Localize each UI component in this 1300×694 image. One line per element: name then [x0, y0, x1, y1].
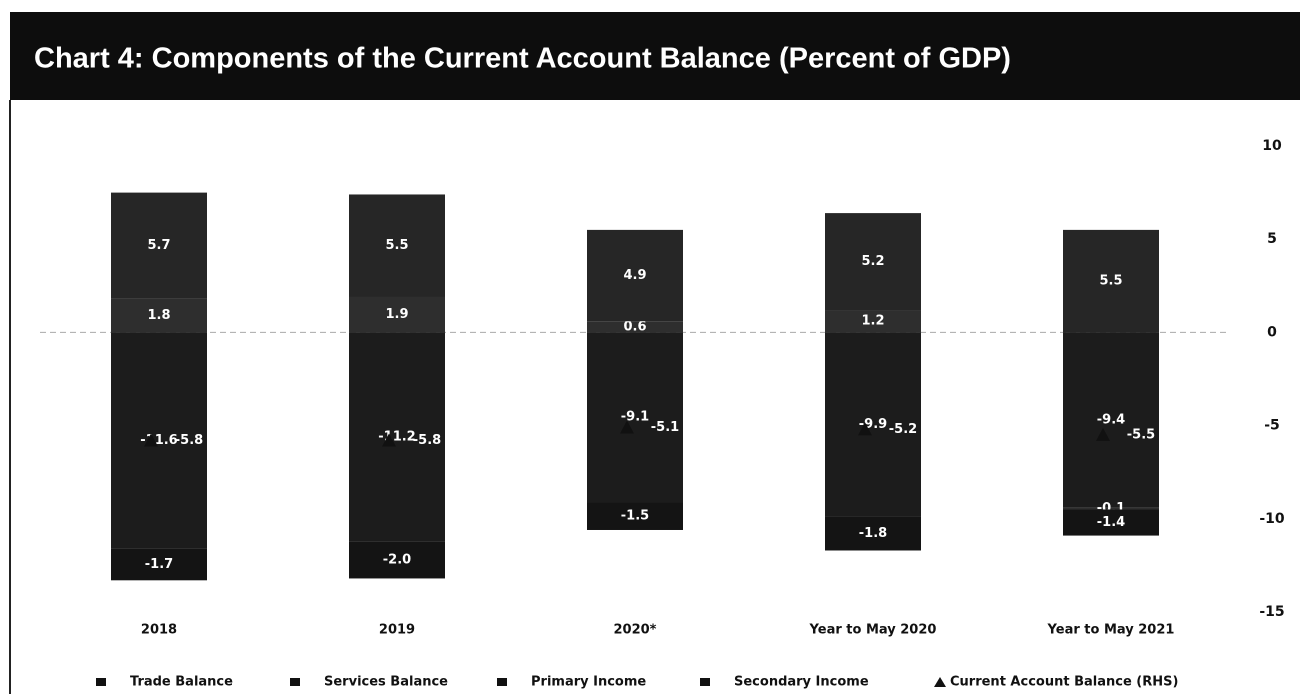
data-label: -1.5	[621, 509, 649, 524]
data-label: 5.2	[861, 254, 884, 269]
bar-segment	[111, 332, 207, 549]
data-label: -5.8	[413, 433, 441, 448]
legend-label: Trade Balance	[130, 675, 233, 690]
data-label: -5.5	[1127, 427, 1155, 442]
legend-marker	[934, 677, 946, 687]
bar-segment	[1063, 229, 1159, 333]
legend-marker	[290, 678, 300, 686]
legend-marker	[497, 678, 507, 686]
bar-segment	[111, 298, 207, 333]
legend-label: Services Balance	[324, 675, 448, 690]
data-label: -11.2	[378, 429, 415, 444]
y-tick-label: -10	[1259, 511, 1285, 527]
data-label: 0.6	[623, 319, 646, 334]
bar-segment	[587, 229, 683, 322]
x-tick-label: Year to May 2020	[809, 623, 937, 638]
x-tick-label: 2020*	[614, 623, 657, 638]
bar-segment	[825, 310, 921, 333]
bar-segment	[587, 332, 683, 503]
bar-segment	[1063, 507, 1159, 510]
y-tick-label: -15	[1259, 604, 1284, 620]
bar-segment	[349, 541, 445, 579]
legend-marker	[700, 678, 710, 686]
bar-segment	[587, 321, 683, 333]
data-label: -1.7	[145, 557, 173, 572]
x-tick-label: 2018	[141, 623, 177, 638]
x-tick-label: 2019	[379, 623, 415, 638]
data-label: 5.7	[147, 238, 170, 253]
data-label: 5.5	[1099, 274, 1122, 289]
marker	[1096, 427, 1110, 441]
title-bar	[10, 12, 1300, 100]
data-label: -1.4	[1097, 515, 1125, 530]
data-label: 1.8	[147, 308, 170, 323]
x-tick-label: Year to May 2021	[1047, 623, 1175, 638]
chart-title: Chart 4: Components of the Current Accou…	[34, 43, 1011, 75]
y-tick-label: -5	[1264, 418, 1280, 434]
bar-segment	[111, 192, 207, 299]
data-label: 4.9	[623, 268, 646, 283]
data-label: 1.2	[861, 314, 884, 329]
y-tick-label: 0	[1267, 324, 1277, 340]
legend-label: Primary Income	[531, 675, 646, 690]
data-label: 1.9	[385, 307, 408, 322]
marker	[144, 433, 158, 447]
bar-segment	[349, 296, 445, 333]
bar-segment	[825, 213, 921, 311]
bar-segment	[825, 516, 921, 551]
bar-segment	[111, 548, 207, 581]
bar-segment	[587, 502, 683, 530]
marker	[620, 420, 634, 434]
y-tick-label: 10	[1262, 138, 1282, 154]
data-label: -5.2	[889, 422, 917, 437]
bar-segment	[349, 332, 445, 542]
data-label: -5.8	[175, 433, 203, 448]
data-label: -5.1	[651, 420, 679, 435]
data-label: -2.0	[383, 552, 411, 567]
data-label: 5.5	[385, 238, 408, 253]
bar-segment	[1063, 332, 1159, 508]
y-tick-label: 5	[1267, 231, 1277, 247]
data-label: -9.1	[621, 410, 649, 425]
bar-segment	[1063, 509, 1159, 536]
bar-segment	[825, 332, 921, 517]
legend-label: Secondary Income	[734, 675, 869, 690]
marker	[382, 433, 396, 447]
marker	[858, 422, 872, 436]
data-label: -1.8	[859, 526, 887, 541]
bar-segment	[349, 194, 445, 297]
legend-label: Current Account Balance (RHS)	[950, 675, 1178, 690]
legend-marker	[96, 678, 106, 686]
data-label: -9.4	[1097, 413, 1125, 428]
